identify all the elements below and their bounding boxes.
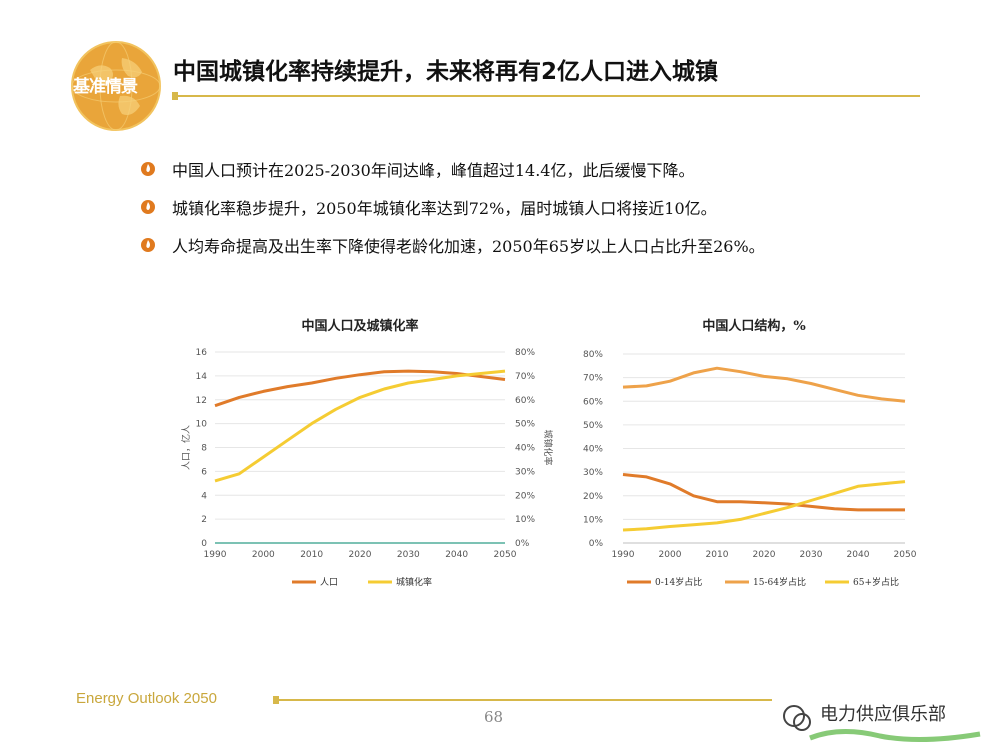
population-urbanization-chart: 中国人口及城镇化率 0 2 4 6 8 10 12 14 16 0% 10% 20% 30% 40% 50% 6… <box>170 310 554 600</box>
page-number: 68 <box>484 708 504 726</box>
y2-axis-label: 城镇化率 <box>542 429 554 465</box>
x-tick-label: 2030 <box>800 550 823 560</box>
bullet-text: 中国人口预计在2025-2030年间达峰，峰值超过14.4亿，此后缓慢下降。 <box>172 161 695 180</box>
y2-tick-label: 80% <box>515 348 535 358</box>
y-tick-label: 60% <box>583 397 603 407</box>
legend-label: 15-64岁占比 <box>753 576 806 588</box>
age-15-64-series-line <box>622 366 906 403</box>
x-tick-label: 2050 <box>894 550 917 560</box>
y2-tick-label: 0% <box>515 539 530 549</box>
legend-label: 人口 <box>320 577 338 588</box>
y-tick-label: 2 <box>201 515 207 525</box>
title-rule-marker <box>172 92 178 100</box>
x-tick-label: 2000 <box>252 550 275 560</box>
bullet-text: 人均寿命提高及出生率下降使得老龄化加速，2050年65岁以上人口占比升至26%。 <box>172 237 765 256</box>
bullet-list: 中国人口预计在2025-2030年间达峰，峰值超过14.4亿，此后缓慢下降。 城… <box>140 150 940 264</box>
urbanization-series-line <box>214 369 506 483</box>
y2-tick-label: 20% <box>515 491 535 501</box>
globe-icon <box>71 41 161 131</box>
watermark-text: 电力供应俱乐部 <box>820 704 946 725</box>
bullet-item: 人均寿命提高及出生率下降使得老龄化加速，2050年65岁以上人口占比升至26%。 <box>140 226 940 264</box>
bullet-item: 城镇化率稳步提升，2050年城镇化率达到72%，届时城镇人口将接近10亿。 <box>140 188 940 226</box>
chart-title: 中国人口及城镇化率 <box>301 318 418 334</box>
y-tick-label: 14 <box>196 372 208 382</box>
x-tick-label: 2030 <box>397 550 420 560</box>
page-title: 中国城镇化率持续提升，未来将再有2亿人口进入城镇 <box>173 59 719 85</box>
y-tick-label: 30% <box>583 468 603 478</box>
watermark-logo-icon <box>783 705 981 743</box>
legend-label: 城镇化率 <box>396 576 432 588</box>
y2-tick-label: 70% <box>515 372 535 382</box>
legend-label: 65+岁占比 <box>853 576 899 588</box>
y2-tick-label: 60% <box>515 396 535 406</box>
y-tick-label: 4 <box>201 491 207 501</box>
age-65-plus-series-line <box>622 480 906 532</box>
flame-bullet-icon <box>141 238 155 252</box>
x-tick-label: 2010 <box>300 550 323 560</box>
y2-tick-label: 30% <box>515 467 535 477</box>
x-tick-label: 2050 <box>494 550 517 560</box>
y-tick-label: 10% <box>583 515 603 525</box>
population-structure-svg: 中国人口结构，% 0% 10% 20% 30% 40% 50% 60% 70% 80% 1990 20… <box>583 318 917 588</box>
y-tick-label: 0% <box>589 539 604 549</box>
y2-tick-label: 10% <box>515 515 535 525</box>
population-series-line <box>214 369 506 408</box>
y-tick-label: 12 <box>196 396 207 406</box>
y-tick-label: 8 <box>201 444 207 454</box>
x-tick-label: 1990 <box>612 550 635 560</box>
footer-brand: Energy Outlook 2050 <box>76 690 217 707</box>
x-tick-label: 2020 <box>349 550 372 560</box>
population-structure-chart: 中国人口结构，% 0% 10% 20% 30% 40% 50% 60% 70% 80% 1990 20… <box>575 310 935 600</box>
x-tick-label: 1990 <box>204 550 227 560</box>
y-tick-label: 10 <box>196 420 208 430</box>
y2-tick-label: 40% <box>515 444 535 454</box>
y-tick-label: 40% <box>583 445 603 455</box>
x-tick-label: 2020 <box>753 550 776 560</box>
y-axis-label: 人口，亿人 <box>180 425 192 470</box>
footer-divider <box>278 699 772 701</box>
bullet-item: 中国人口预计在2025-2030年间达峰，峰值超过14.4亿，此后缓慢下降。 <box>140 150 940 188</box>
flame-bullet-icon <box>141 162 155 176</box>
x-tick-label: 2040 <box>445 550 468 560</box>
x-tick-label: 2000 <box>659 550 682 560</box>
x-tick-label: 2040 <box>847 550 870 560</box>
y-tick-label: 6 <box>201 467 207 477</box>
chart-title: 中国人口结构，% <box>702 318 806 334</box>
population-urbanization-svg: 中国人口及城镇化率 0 2 4 6 8 10 12 14 16 0% 10% 20% 30% 40% 50% 6… <box>180 318 554 588</box>
bullet-text: 城镇化率稳步提升，2050年城镇化率达到72%，届时城镇人口将接近10亿。 <box>172 199 717 218</box>
flame-bullet-icon <box>141 200 155 214</box>
y-tick-label: 20% <box>583 492 603 502</box>
y-tick-label: 80% <box>583 350 603 360</box>
footer-rule-marker <box>273 696 279 704</box>
y-tick-label: 16 <box>196 348 208 358</box>
y-tick-label: 50% <box>583 421 603 431</box>
logo-label: 基准情景 <box>73 77 138 97</box>
y-tick-label: 70% <box>583 374 603 384</box>
title-divider <box>178 95 920 97</box>
globe-logo <box>70 40 162 132</box>
x-tick-label: 2010 <box>706 550 729 560</box>
y-tick-label: 0 <box>201 539 207 549</box>
y2-tick-label: 50% <box>515 420 535 430</box>
age-0-14-series-line <box>622 473 905 512</box>
legend-label: 0-14岁占比 <box>655 576 702 588</box>
